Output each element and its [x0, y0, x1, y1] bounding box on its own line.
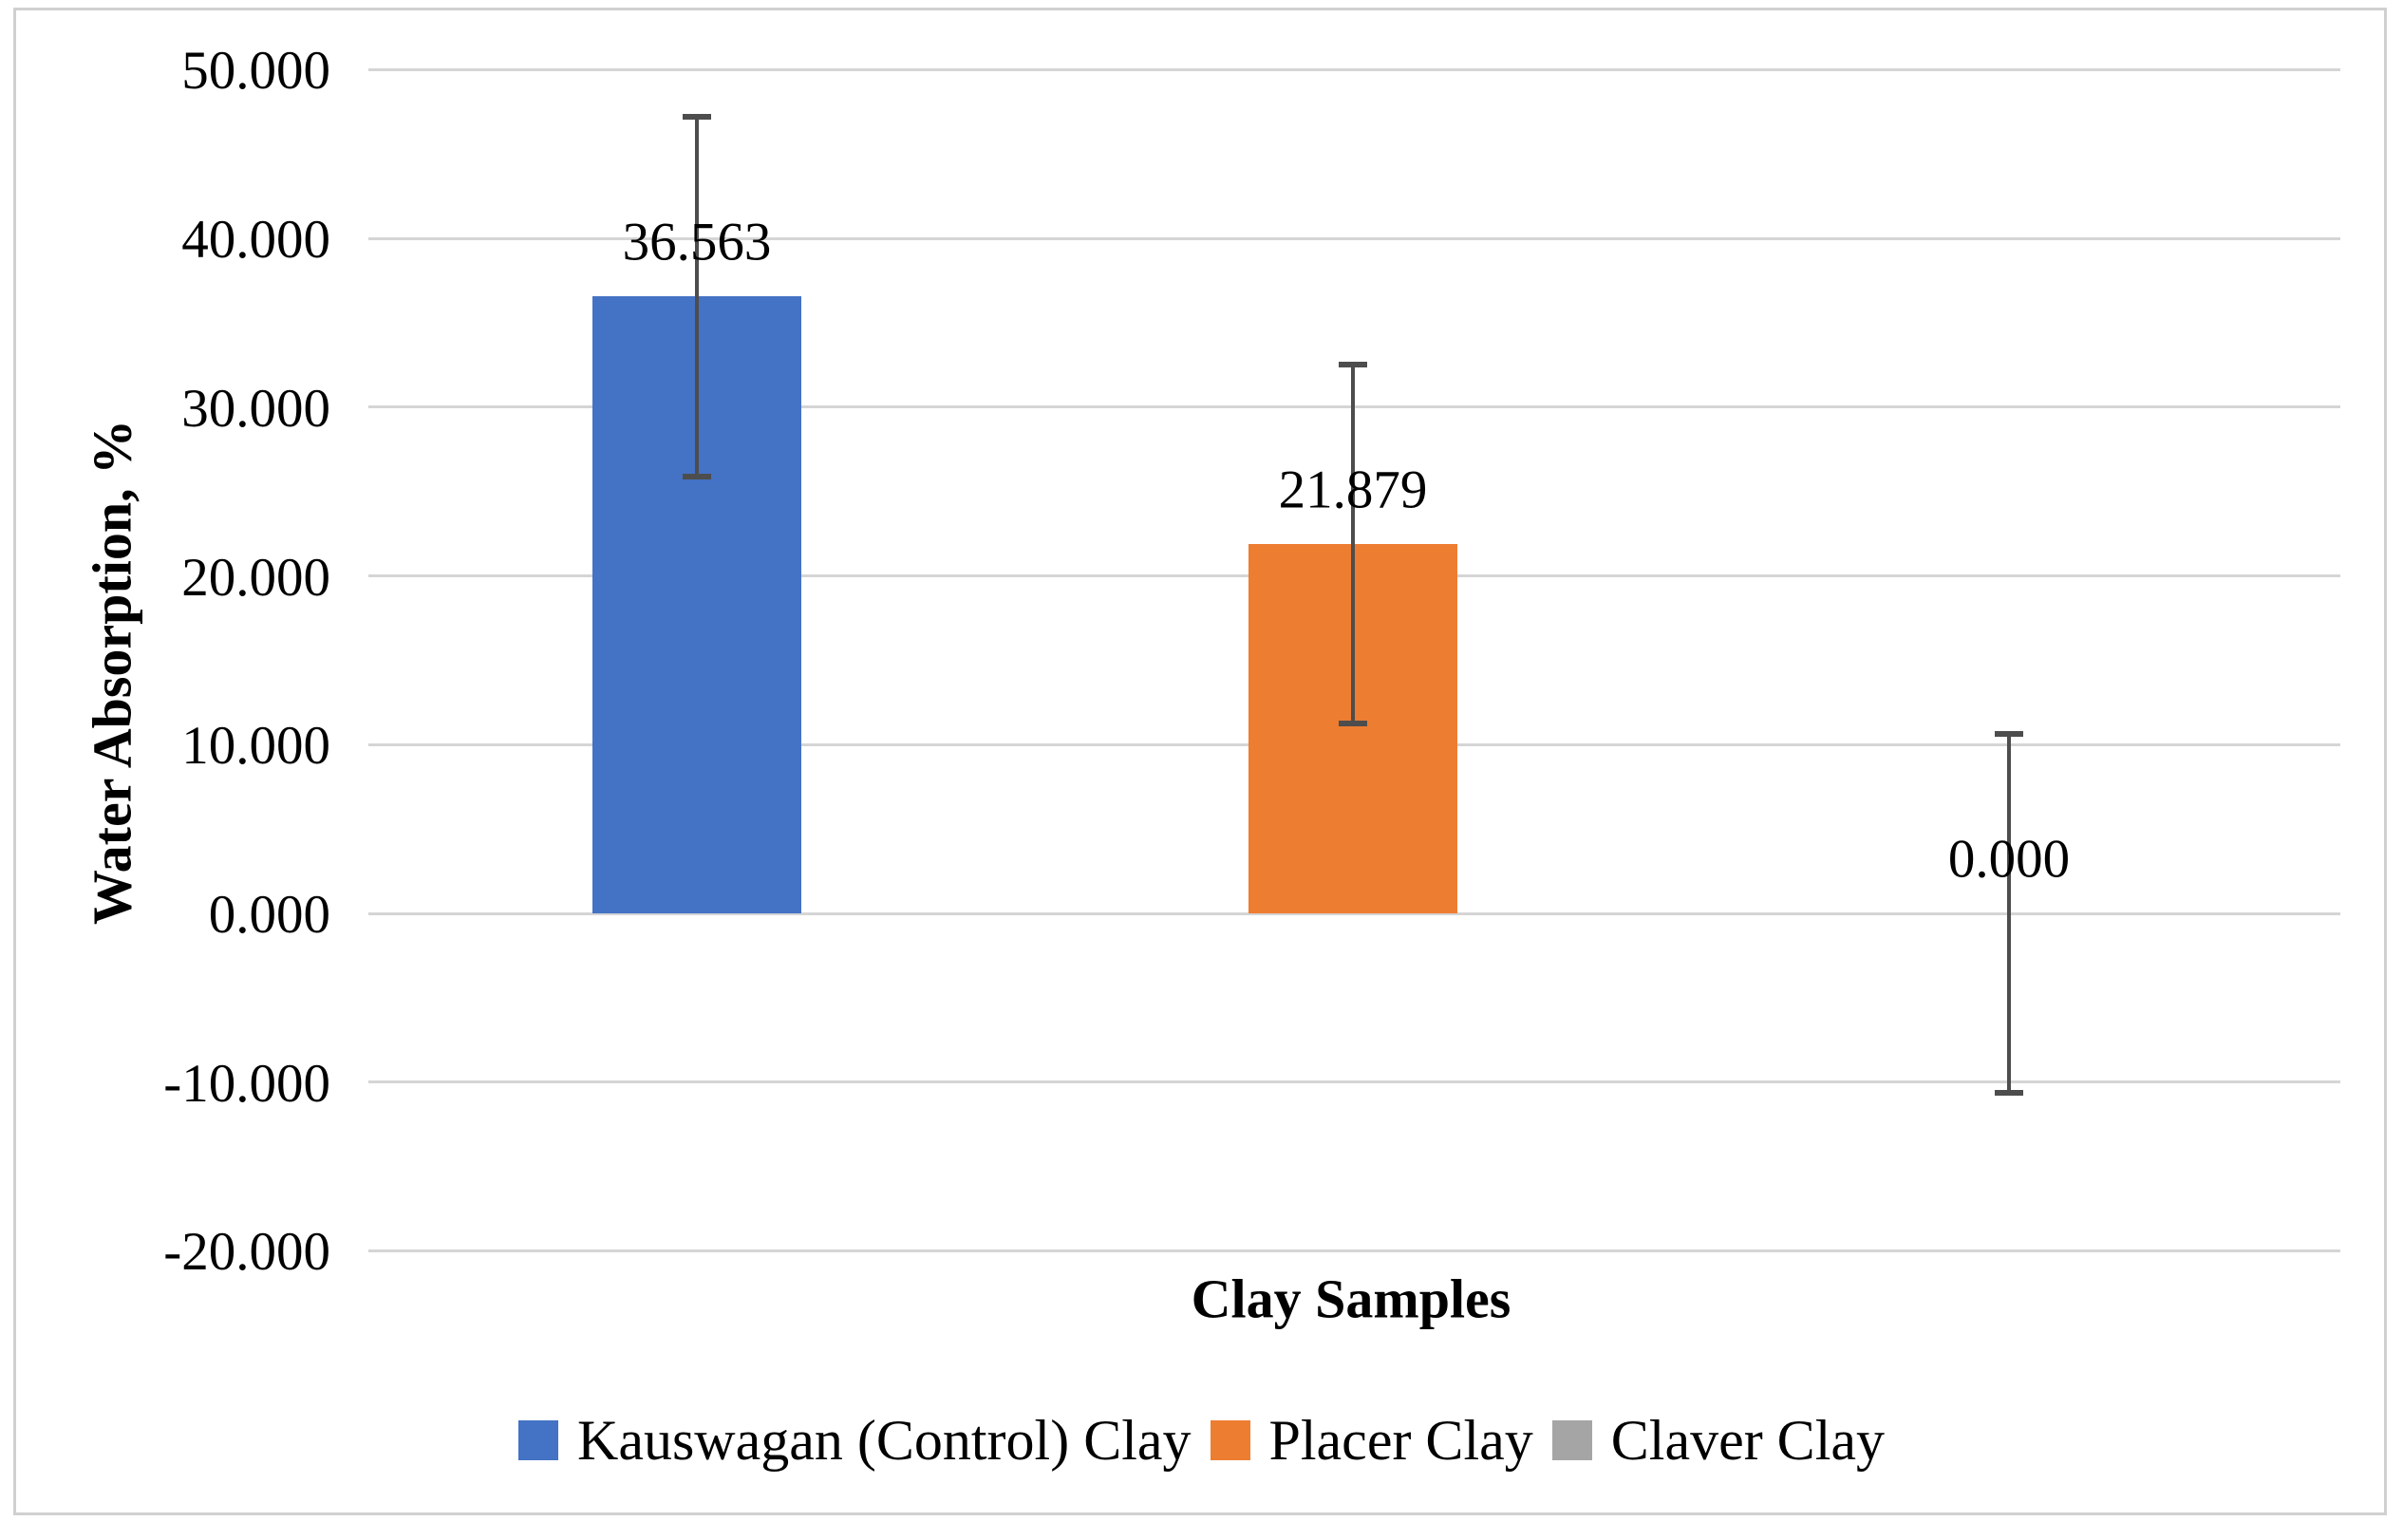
gridline-y-0 [368, 911, 2340, 915]
legend-item-claver-clay: Claver Clay [1551, 1409, 1886, 1472]
error-bar-line-claver-clay [2007, 733, 2011, 1094]
y-tick-label-10: 10.000 [181, 716, 330, 777]
error-bar-line-placer-clay [1351, 364, 1355, 724]
chart-border [13, 8, 2387, 1515]
error-bar-line-kauswagan-control-clay [695, 116, 699, 477]
data-label-kauswagan-control-clay: 36.563 [622, 212, 772, 272]
y-axis-title: Water Absorption, % [81, 419, 143, 926]
error-bar-cap-bottom-kauswagan-control-clay [683, 473, 711, 479]
error-bar-cap-top-kauswagan-control-clay [683, 113, 711, 120]
gridline-y--10 [368, 1080, 2340, 1084]
legend-label-claver-clay: Claver Clay [1610, 1409, 1886, 1472]
error-bar-cap-bottom-claver-clay [1995, 1090, 2023, 1097]
y-tick-label-30: 30.000 [181, 378, 330, 439]
data-label-placer-clay: 21.879 [1278, 460, 1428, 520]
error-bar-cap-top-placer-clay [1339, 361, 1367, 367]
legend-label-kauswagan-control-clay: Kauswagan (Control) Clay [576, 1409, 1192, 1472]
error-bar-cap-top-claver-clay [1995, 730, 2023, 737]
legend-label-placer-clay: Placer Clay [1268, 1409, 1533, 1472]
y-tick-label--20: -20.000 [163, 1222, 330, 1283]
legend-swatch-placer-clay [1210, 1420, 1250, 1460]
legend-swatch-kauswagan-control-clay [517, 1420, 558, 1460]
y-tick-label-40: 40.000 [181, 210, 330, 271]
gridline-y-50 [368, 67, 2340, 71]
y-tick-label-0: 0.000 [208, 885, 330, 945]
y-tick-label-20: 20.000 [181, 547, 330, 608]
legend: Kauswagan (Control) Clay Placer Clay Clave… [0, 1412, 2403, 1469]
data-label-claver-clay: 0.000 [1947, 829, 2071, 890]
legend-swatch-claver-clay [1551, 1420, 1592, 1460]
legend-item-placer-clay: Placer Clay [1210, 1409, 1533, 1472]
x-axis-title: Clay Samples [1191, 1268, 1511, 1330]
error-bar-cap-bottom-placer-clay [1339, 721, 1367, 727]
y-tick-label-50: 50.000 [181, 41, 330, 102]
y-tick-label--10: -10.000 [163, 1053, 330, 1114]
gridline-y--20 [368, 1249, 2340, 1252]
legend-item-kauswagan-control-clay: Kauswagan (Control) Clay [517, 1409, 1192, 1472]
gridline-y-40 [368, 236, 2340, 240]
